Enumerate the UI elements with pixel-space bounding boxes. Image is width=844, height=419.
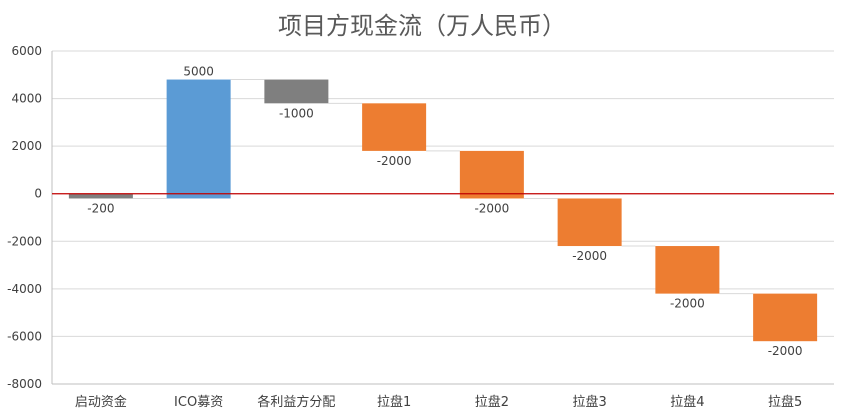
x-category-label: 拉盘3 — [572, 394, 606, 410]
y-tick-label: 0 — [34, 187, 42, 201]
chart-title: 项目方现金流（万人民币） — [278, 12, 566, 40]
bar — [166, 79, 231, 199]
data-label: -2000 — [474, 201, 509, 215]
x-category-label: 拉盘2 — [475, 394, 509, 410]
data-label: -2000 — [768, 344, 803, 358]
x-category-label: 各利益方分配 — [257, 394, 335, 410]
y-tick-label: 2000 — [11, 139, 42, 153]
y-tick-label: 4000 — [11, 92, 42, 106]
bar — [68, 193, 133, 199]
y-tick-label: -4000 — [7, 282, 42, 296]
x-category-label: 拉盘5 — [768, 394, 802, 410]
y-tick-label: -8000 — [7, 377, 42, 391]
data-label: -2000 — [377, 154, 412, 168]
bar — [459, 150, 524, 199]
bar — [557, 198, 622, 247]
data-label: -200 — [87, 201, 114, 215]
bar — [264, 79, 329, 104]
y-tick-label: -6000 — [7, 329, 42, 343]
data-label: 5000 — [183, 65, 214, 79]
x-category-label: 拉盘1 — [377, 394, 411, 410]
y-tick-label: 6000 — [11, 44, 42, 58]
x-category-label: 拉盘4 — [670, 394, 704, 410]
y-tick-label: -2000 — [7, 234, 42, 248]
data-label: -2000 — [670, 297, 705, 311]
bar — [362, 103, 427, 151]
x-category-label: ICO募资 — [174, 395, 223, 410]
bar — [753, 293, 818, 342]
bar — [655, 246, 720, 294]
x-category-label: 启动资金 — [75, 394, 127, 410]
data-label: -2000 — [572, 249, 607, 263]
data-label: -1000 — [279, 106, 314, 120]
